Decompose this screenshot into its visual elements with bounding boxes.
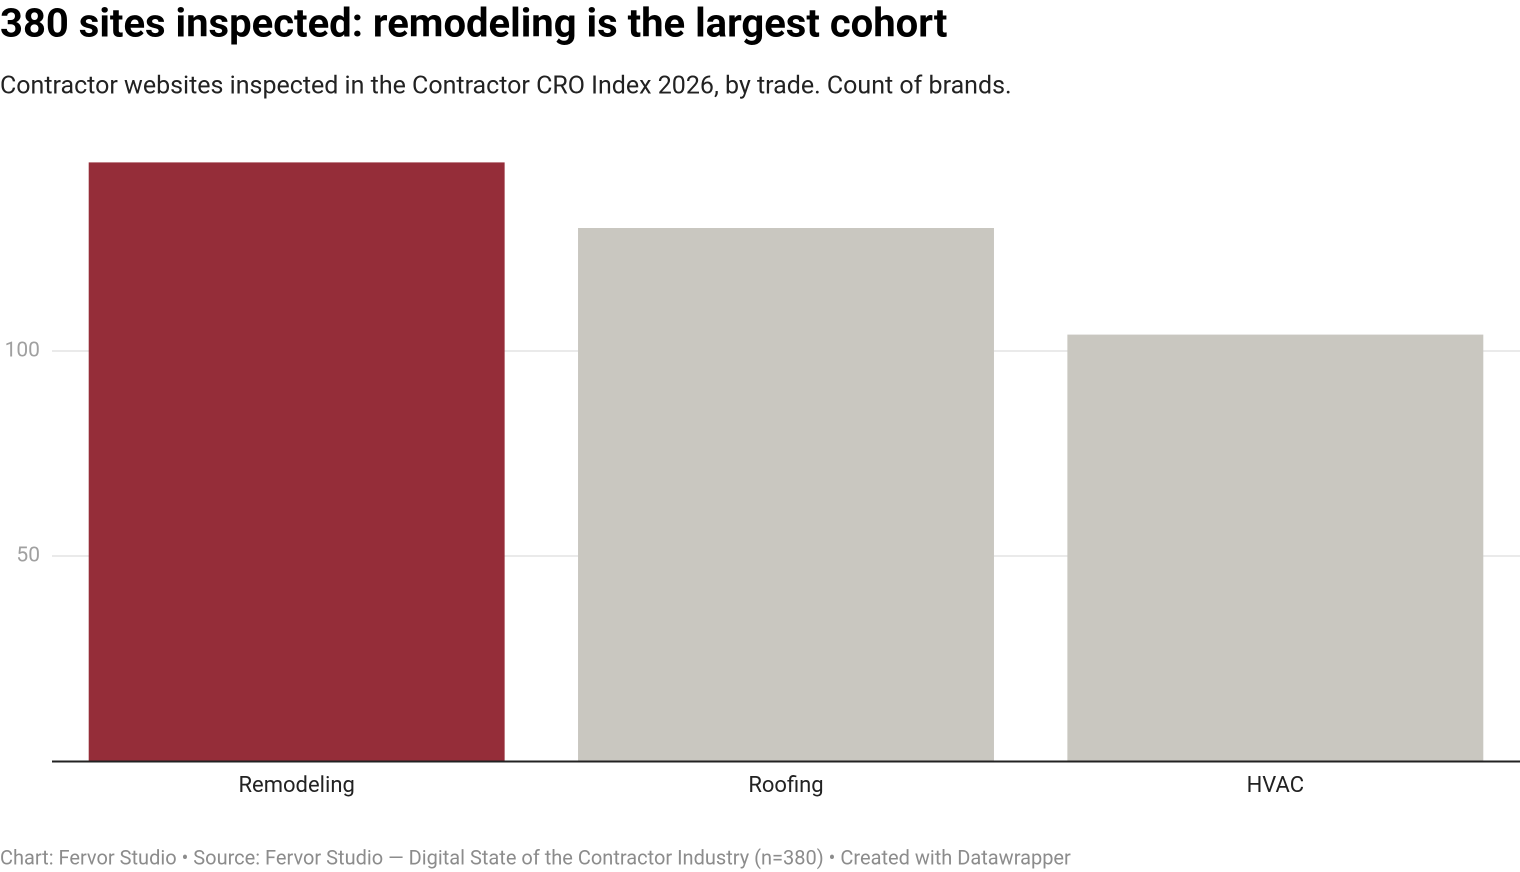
x-tick-label: Remodeling: [238, 773, 354, 798]
x-tick-label: HVAC: [1247, 773, 1304, 798]
bar: [88, 162, 505, 761]
bar: [578, 228, 994, 761]
bar: [1067, 334, 1484, 761]
chart-title: 380 sites inspected: remodeling is the l…: [0, 0, 947, 47]
y-tick-label: 100: [5, 339, 40, 363]
x-tick-label: Roofing: [748, 773, 823, 798]
y-tick-label: 50: [16, 544, 40, 568]
footer: Chart: Fervor Studio • Source: Fervor St…: [0, 845, 1071, 869]
plot-area: 50 100 Remodeling Roofing HVAC: [5, 162, 1520, 798]
chart-subtitle: Contractor websites inspected in the Con…: [0, 72, 1012, 101]
